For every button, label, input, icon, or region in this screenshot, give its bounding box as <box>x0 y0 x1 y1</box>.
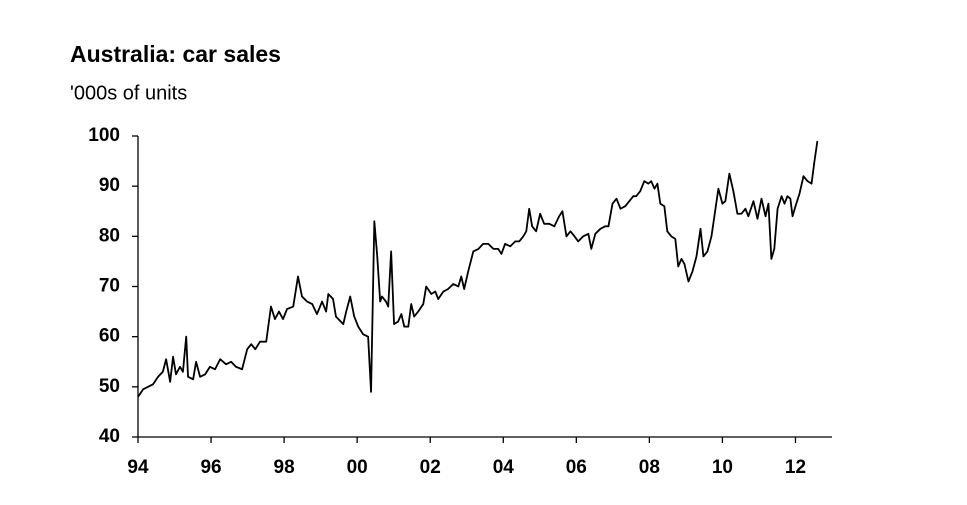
x-tick-label: 04 <box>493 457 515 478</box>
chart-subtitle: '000s of units <box>70 82 187 104</box>
x-tick-label: 12 <box>785 457 806 478</box>
x-tick-label: 94 <box>127 457 149 478</box>
y-tick-label: 50 <box>99 376 120 397</box>
x-tick-label: 08 <box>639 457 660 478</box>
y-tick-label: 100 <box>88 125 120 146</box>
y-tick-label: 90 <box>99 175 120 196</box>
x-tick-label: 10 <box>712 457 733 478</box>
data-line <box>137 140 819 398</box>
y-tick-label: 60 <box>99 326 120 347</box>
x-tick-label: 00 <box>347 457 368 478</box>
x-tick-label: 06 <box>566 457 587 478</box>
y-tick-label: 70 <box>99 276 120 297</box>
chart-title: Australia: car sales <box>70 41 281 67</box>
x-tick-label: 98 <box>274 457 295 478</box>
y-tick-label: 80 <box>99 225 120 246</box>
x-tick-label: 02 <box>420 457 441 478</box>
x-tick-label: 96 <box>200 457 221 478</box>
y-tick-label: 40 <box>99 426 120 447</box>
